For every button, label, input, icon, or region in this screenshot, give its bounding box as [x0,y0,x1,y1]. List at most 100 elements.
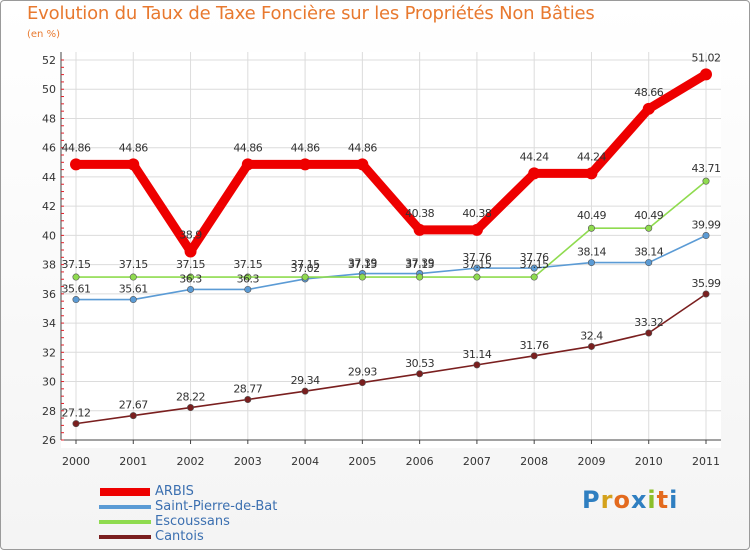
y-tick-label: 34 [42,317,56,330]
data-label: 37.15 [62,258,91,271]
x-tick-label: 2008 [520,455,548,468]
data-point [127,158,140,171]
y-tick-label: 48 [42,112,56,125]
logo-letter: i [647,486,657,514]
proxiti-logo: Proxiti [582,486,678,514]
data-point [299,158,312,171]
data-label: 40.38 [405,207,434,220]
data-point [528,167,541,180]
data-label: 40.49 [577,209,606,222]
legend-swatch [100,536,150,538]
data-point [187,404,195,412]
data-point [70,158,82,171]
x-tick-label: 2001 [119,455,147,468]
data-point [585,167,598,180]
y-tick-label: 38 [42,259,56,272]
data-point [587,342,595,350]
data-label: 38.14 [577,246,606,259]
data-point [473,273,481,281]
data-point [72,273,80,281]
x-tick-label: 2004 [291,455,319,468]
data-label: 37.15 [119,258,148,271]
data-label: 37.39 [405,257,434,270]
logo-letter: i [669,486,679,514]
data-point [129,412,137,420]
data-point [244,285,252,293]
data-label: 44.86 [291,141,320,154]
data-point [72,420,80,428]
data-label: 35.61 [119,283,148,296]
data-point [184,245,197,258]
data-label: 44.86 [233,141,262,154]
data-point [244,396,252,404]
data-label: 40.38 [462,207,491,220]
series-line-arbis [71,69,711,256]
data-point [187,273,195,281]
data-point [642,102,655,115]
logo-letter: t [656,486,670,514]
logo-letter: r [600,486,614,514]
data-label: 27.67 [119,399,148,412]
data-label: 33.32 [634,316,663,329]
data-point [702,177,710,185]
logo-letter: x [630,486,648,514]
legend-swatch [100,521,150,523]
data-label: 37.15 [176,258,205,271]
data-point [356,158,369,171]
data-point [187,285,195,293]
data-point [129,296,137,304]
legend-label: ARBIS [155,484,194,499]
data-point [72,296,80,304]
data-point [244,273,252,281]
data-label: 37.15 [233,258,262,271]
data-point [587,224,595,232]
data-label: 38.9 [179,228,202,241]
y-tick-label: 50 [42,83,56,96]
x-tick-label: 2011 [692,455,720,468]
data-label: 51.02 [692,51,721,64]
data-point [530,264,538,272]
data-label: 44.86 [62,141,91,154]
data-label: 38.14 [634,246,663,259]
data-point [416,273,424,281]
data-label: 35.99 [692,277,721,290]
data-label: 44.24 [520,150,549,163]
data-label: 44.24 [577,150,606,163]
legend-label: Saint-Pierre-de-Bat [155,499,278,514]
legend-label: Escoussans [155,514,230,529]
data-label: 44.86 [119,141,148,154]
series-line-saint-pierre-de-bat [75,234,707,301]
data-label: 37.39 [348,257,377,270]
data-point [530,273,538,281]
data-point [473,361,481,369]
line-chart: 26 28 30 32 34 36 38 40 42 44 46 48 50 52 2000 2001 2002… [42,51,721,468]
y-tick-label: 42 [42,200,56,213]
data-label: 36.3 [237,272,260,285]
data-label: 37.15 [462,258,491,271]
data-label: 37.76 [520,251,549,264]
data-label: 48.66 [634,86,663,99]
x-tick-label: 2005 [348,455,376,468]
data-label: 37.15 [520,258,549,271]
y-tick-label: 44 [42,171,56,184]
plot-area [61,52,721,448]
x-tick-label: 2006 [406,455,434,468]
data-label: 43.71 [692,162,721,175]
legend-label: Cantois [155,529,204,544]
data-point [301,273,309,281]
series-line-cantois [75,293,707,425]
logo-letter: P [582,486,601,514]
data-point [416,370,424,378]
data-point [470,223,483,236]
data-point [129,273,137,281]
data-point [413,223,426,236]
data-label: 29.34 [291,374,320,387]
data-point [473,264,481,272]
y-tick-label: 40 [42,229,56,242]
x-tick-label: 2002 [177,455,205,468]
data-label: 40.49 [634,209,663,222]
y-tick-label: 52 [42,54,56,67]
logo-letter: o [613,486,631,514]
data-label: 29.93 [348,366,377,379]
x-tick-label: 2000 [62,455,90,468]
